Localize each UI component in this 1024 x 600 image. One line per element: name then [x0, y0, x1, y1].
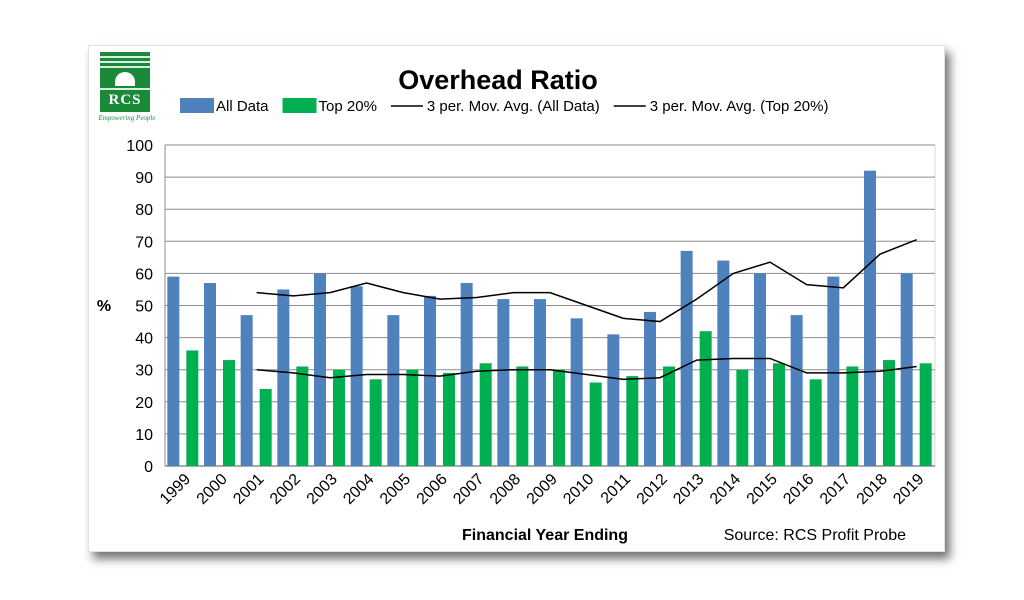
x-tick-label: 2015 [744, 471, 781, 508]
bar-top-20 [296, 366, 309, 466]
x-tick-label: 2008 [487, 471, 524, 508]
bar-top-20 [736, 369, 749, 466]
x-tick-label: 2019 [890, 471, 927, 508]
bar-top-20 [406, 369, 419, 466]
x-axis-label: Financial Year Ending [462, 527, 628, 544]
y-tick-label: 60 [135, 266, 153, 283]
y-tick-label: 20 [135, 395, 153, 412]
bar-all-data [900, 273, 913, 466]
x-tick-label: 2007 [450, 471, 487, 508]
bar-all-data [534, 299, 546, 466]
bar-top-20 [516, 366, 529, 466]
y-tick-label: 90 [135, 170, 153, 187]
x-tick-label: 2009 [524, 471, 561, 508]
bar-all-data [644, 311, 656, 466]
legend-swatch-top-20 [282, 98, 317, 113]
bar-all-data [314, 273, 326, 466]
bar-all-data [167, 276, 180, 466]
x-tick-label: 2013 [670, 471, 707, 508]
y-axis-label: % [97, 298, 111, 315]
x-tick-label: 2005 [377, 471, 414, 508]
x-tick-label: 2014 [707, 471, 744, 508]
bar-all-data [570, 318, 583, 466]
bar-all-data [790, 315, 803, 466]
bar-top-20 [223, 360, 235, 466]
y-tick-label: 100 [126, 138, 153, 155]
bar-top-20 [663, 366, 675, 466]
x-tick-label: 2016 [780, 471, 817, 508]
bar-all-data [424, 295, 436, 466]
bar-top-20 [479, 363, 492, 466]
bar-all-data [680, 250, 693, 466]
bar-top-20 [883, 360, 895, 466]
y-tick-label: 70 [135, 234, 153, 251]
logo-sun-icon [115, 72, 135, 86]
x-tick-label: 2001 [230, 471, 267, 508]
bar-top-20 [259, 388, 272, 466]
bar-top-20 [369, 379, 382, 466]
x-tick-label: 2018 [854, 471, 891, 508]
bar-top-20 [443, 372, 455, 466]
legend-swatch-all-data [180, 98, 214, 113]
bar-all-data [864, 170, 876, 466]
bar-all-data [754, 273, 766, 466]
bar-all-data [204, 283, 216, 466]
bar-top-20 [553, 369, 565, 466]
bar-top-20 [626, 376, 639, 466]
x-tick-label: 2006 [414, 471, 451, 508]
y-tick-label: 0 [144, 459, 153, 476]
bar-all-data [497, 299, 510, 466]
x-tick-label: 2011 [598, 471, 634, 507]
bar-top-20 [699, 331, 712, 466]
legend-label: 3 per. Mov. Avg. (All Data) [427, 98, 600, 115]
legend-label: 3 per. Mov. Avg. (Top 20%) [650, 98, 829, 115]
moving-avg-line-all-data [256, 238, 917, 323]
logo-text: RCS [108, 92, 142, 108]
rcs-logo: RCS Empowering People [96, 52, 158, 132]
logo-tagline: Empowering People [98, 114, 156, 122]
legend-label: Top 20% [319, 98, 377, 115]
x-tick-label: 2002 [267, 471, 304, 508]
legend-label: All Data [216, 98, 269, 115]
bar-all-data [387, 315, 400, 466]
bar-all-data [607, 334, 620, 466]
logo-emblem: RCS [100, 52, 150, 112]
bar-all-data [240, 315, 253, 466]
bar-top-20 [809, 379, 822, 466]
x-tick-label: 2004 [340, 471, 377, 508]
bar-all-data [827, 276, 840, 466]
x-tick-label: 2010 [560, 471, 597, 508]
bar-all-data [460, 283, 473, 466]
y-tick-label: 30 [135, 363, 153, 380]
chart-title: Overhead Ratio [398, 65, 598, 95]
y-tick-label: 50 [135, 299, 153, 316]
bar-all-data [717, 260, 730, 466]
bar-all-data [277, 289, 290, 466]
bar-top-20 [333, 369, 345, 466]
x-tick-label: 2017 [817, 471, 854, 508]
bar-top-20 [773, 363, 785, 466]
source-note: Source: RCS Profit Probe [724, 527, 906, 544]
y-tick-label: 40 [135, 331, 153, 348]
bar-top-20 [919, 363, 932, 466]
bar-top-20 [589, 382, 602, 466]
bar-top-20 [846, 366, 859, 466]
y-tick-label: 10 [135, 427, 153, 444]
x-tick-label: 2012 [634, 471, 671, 508]
x-tick-label: 2000 [194, 471, 231, 508]
y-tick-label: 80 [135, 202, 153, 219]
x-tick-label: 1999 [157, 471, 194, 508]
x-tick-label: 2003 [304, 471, 341, 508]
moving-avg-line-top-20 [256, 357, 917, 381]
bar-top-20 [186, 350, 199, 466]
